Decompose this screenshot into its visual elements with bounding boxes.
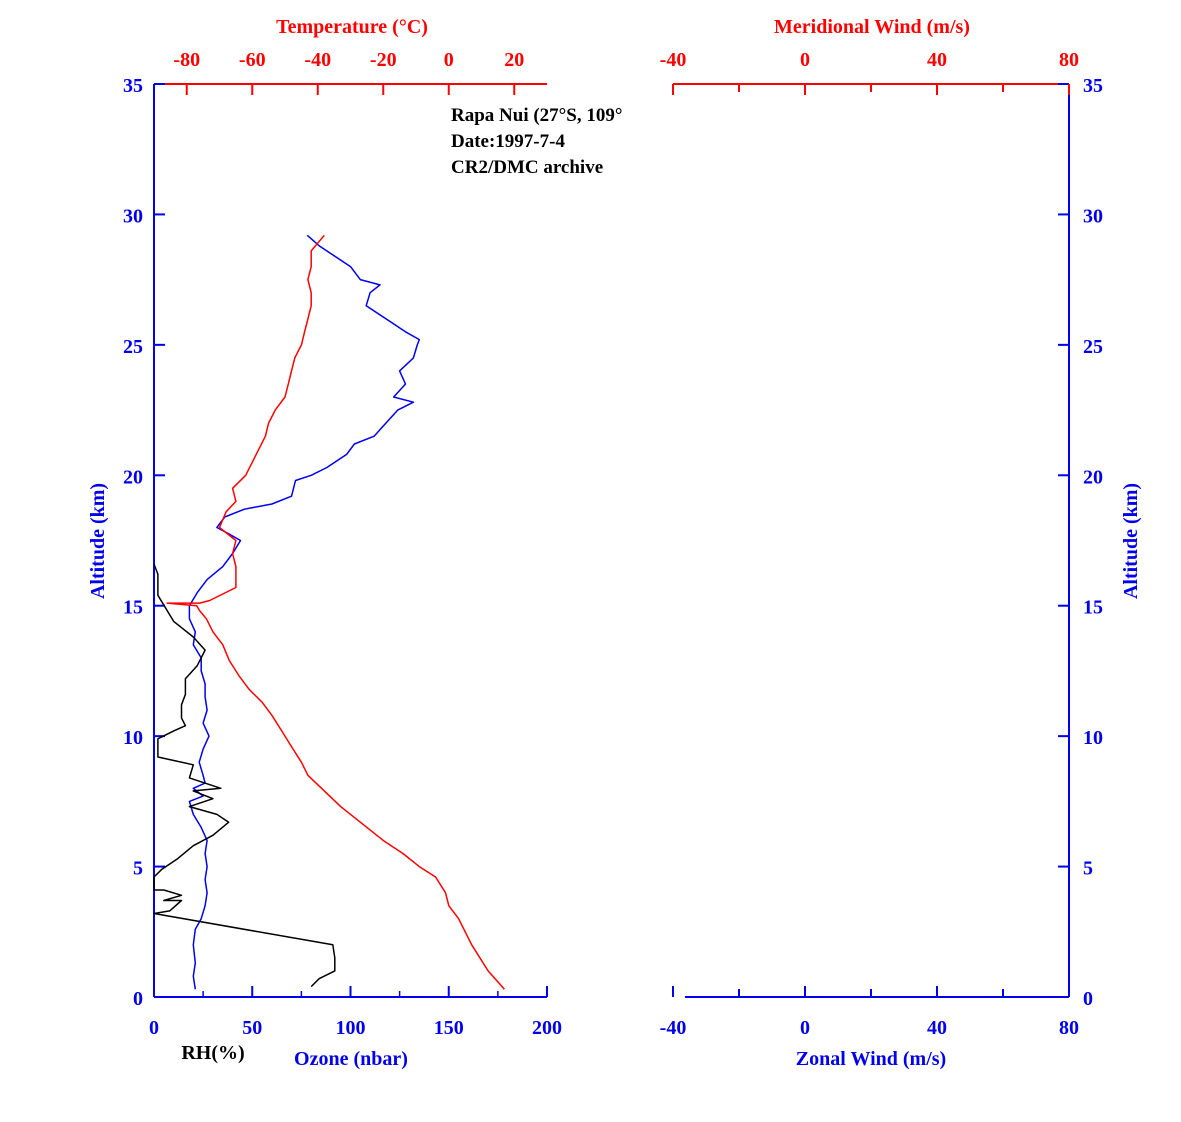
- meridional-wind-ticks: -40 0 40 80: [660, 49, 1079, 95]
- right-altitude-tick-label: 10: [1083, 727, 1103, 749]
- left-altitude-tick-label: 5: [133, 858, 143, 880]
- right-altitude-axis-label: Altitude (km): [1120, 483, 1142, 599]
- zonal-wind-ticks: -40 0 40 80: [660, 986, 1079, 1039]
- left-altitude-tick-label: 25: [123, 336, 143, 358]
- right-altitude-ticks: 0 5 10 15 20 25 30 35: [1058, 75, 1103, 1010]
- ozone-axis-label: Ozone (nbar): [294, 1048, 408, 1070]
- temperature-profile-line: [166, 234, 505, 990]
- ozone-tick-label: 200: [532, 1017, 562, 1039]
- right-altitude-tick-label: 15: [1083, 597, 1103, 619]
- date-annotation: Date:1997-7-4: [451, 131, 565, 152]
- left-altitude-axis-label: Altitude (km): [87, 483, 109, 599]
- temperature-axis-label: Temperature (°C): [276, 16, 428, 38]
- temperature-ticks: -80 -60 -40 -20 0 20: [173, 49, 524, 95]
- left-altitude-tick-label: 0: [133, 988, 143, 1010]
- station-annotation: Rapa Nui (27°S, 109°: [451, 105, 622, 126]
- temperature-tick-label: -80: [173, 49, 200, 71]
- left-altitude-tick-label: 35: [123, 75, 143, 97]
- rh-axis-label: RH(%): [181, 1042, 244, 1064]
- ozone-tick-label: 150: [434, 1017, 464, 1039]
- left-altitude-ticks: 0 5 10 15 20 25 30 35: [123, 75, 165, 1010]
- series-layer: [153, 234, 505, 990]
- temperature-tick-label: 20: [504, 49, 524, 71]
- zonal-wind-axis-label: Zonal Wind (m/s): [796, 1048, 946, 1070]
- ozone-tick-label: 0: [149, 1017, 159, 1039]
- meridional-wind-tick-label: 0: [800, 49, 810, 71]
- left-altitude-tick-label: 30: [123, 205, 143, 227]
- ozone-profile-line: [188, 234, 421, 990]
- left-altitude-tick-label: 10: [123, 727, 143, 749]
- right-altitude-tick-label: 20: [1083, 466, 1103, 488]
- zonal-wind-tick-label: 0: [800, 1017, 810, 1039]
- ozone-ticks: 0 50 100 150 200: [149, 986, 562, 1039]
- meridional-wind-tick-label: 80: [1059, 49, 1079, 71]
- left-altitude-tick-label: 15: [123, 597, 143, 619]
- temperature-tick-label: -40: [304, 49, 331, 71]
- archive-annotation: CR2/DMC archive: [451, 157, 603, 178]
- rh-profile-line: [153, 563, 336, 988]
- ozone-tick-label: 50: [242, 1017, 262, 1039]
- zonal-wind-tick-label: 80: [1059, 1017, 1079, 1039]
- meridional-wind-tick-label: 40: [927, 49, 947, 71]
- meridional-wind-tick-label: -40: [660, 49, 687, 71]
- right-panel: 0 5 10 15 20 25 30 35 -40 0 40 80 -40 0 40 80 Altitud…: [660, 16, 1142, 1070]
- ozone-tick-label: 100: [336, 1017, 366, 1039]
- temperature-tick-label: -20: [370, 49, 397, 71]
- temperature-tick-label: -60: [239, 49, 266, 71]
- right-altitude-tick-label: 5: [1083, 858, 1093, 880]
- right-altitude-tick-label: 30: [1083, 205, 1103, 227]
- left-altitude-tick-label: 20: [123, 466, 143, 488]
- right-altitude-tick-label: 35: [1083, 75, 1103, 97]
- right-altitude-tick-label: 0: [1083, 988, 1093, 1010]
- zonal-wind-tick-label: -40: [660, 1017, 687, 1039]
- right-altitude-tick-label: 25: [1083, 336, 1103, 358]
- temperature-tick-label: 0: [444, 49, 454, 71]
- meridional-wind-axis-label: Meridional Wind (m/s): [774, 16, 970, 38]
- zonal-wind-tick-label: 40: [927, 1017, 947, 1039]
